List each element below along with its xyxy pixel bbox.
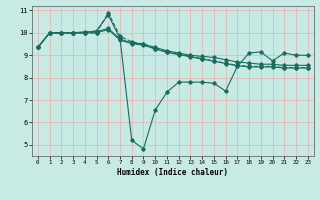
- X-axis label: Humidex (Indice chaleur): Humidex (Indice chaleur): [117, 168, 228, 177]
